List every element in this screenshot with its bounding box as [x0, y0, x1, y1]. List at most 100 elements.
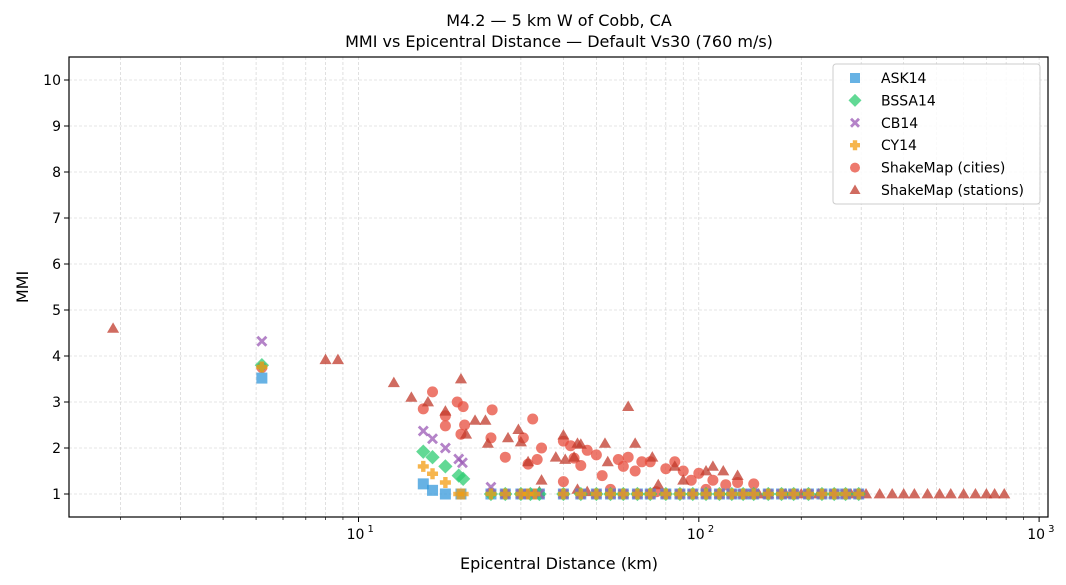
shakemap-stations-point — [998, 487, 1011, 499]
shakemap-cities-point — [531, 454, 543, 465]
cy14-point — [427, 468, 439, 480]
shakemap-stations-point — [387, 376, 400, 388]
x-tick-label: 10 — [1027, 527, 1045, 543]
shakemap-stations-point — [677, 474, 690, 485]
ask14-point — [256, 372, 268, 384]
cy14-point — [457, 488, 469, 500]
shakemap-stations-point — [549, 451, 562, 462]
cy14-point — [828, 488, 840, 500]
shakemap-cities-point — [565, 440, 577, 452]
shakemap-stations-point — [652, 478, 665, 490]
shakemap-stations-point — [481, 437, 494, 448]
shakemap-stations-point — [468, 414, 482, 425]
cy14-point — [748, 488, 760, 500]
shakemap-cities-point — [536, 442, 548, 454]
y-axis-label: MMI — [13, 271, 32, 303]
x-tick-exponent: 3 — [1048, 524, 1054, 535]
plot-marks — [107, 322, 1011, 502]
shakemap-stations-point — [957, 487, 970, 499]
x-tick-label: 10 — [687, 527, 705, 543]
shakemap-stations-point — [988, 487, 1001, 499]
shakemap-stations-point — [873, 487, 886, 499]
shakemap-stations-point — [568, 451, 581, 462]
x-tick-exponent: 1 — [368, 524, 374, 535]
cy14-point — [522, 488, 534, 500]
legend-label: CY14 — [881, 138, 917, 154]
cy14-point — [737, 488, 749, 500]
shakemap-stations-point — [459, 428, 473, 439]
cy14-point — [840, 488, 852, 500]
cy14-point — [485, 488, 497, 500]
plot-frame — [68, 56, 1049, 518]
legend-label: ASK14 — [881, 71, 927, 87]
cy14-point — [515, 488, 527, 500]
cy14-point — [853, 488, 865, 500]
shakemap-stations-point — [439, 405, 452, 416]
shakemap-stations-point — [601, 455, 614, 467]
shakemap-cities-point — [439, 420, 451, 432]
bssa14-point — [456, 471, 471, 486]
cy14-point — [590, 488, 602, 500]
shakemap-cities-point — [459, 419, 471, 431]
ask14-point — [417, 478, 429, 490]
cb14-point — [417, 425, 429, 437]
cy14-point — [256, 361, 268, 373]
chart-title: M4.2 — 5 km W of Cobb, CA — [446, 11, 672, 30]
cy14-point — [687, 488, 699, 500]
x-axis-label: Epicentral Distance (km) — [460, 554, 658, 573]
shakemap-stations-point — [706, 460, 719, 471]
shakemap-stations-point — [622, 400, 635, 411]
shakemap-stations-point — [512, 423, 525, 434]
y-tick-label: 5 — [52, 303, 61, 319]
shakemap-cities-point — [617, 460, 629, 472]
shakemap-stations-point — [629, 437, 642, 448]
shakemap-cities-point — [527, 413, 539, 425]
cy14-point — [439, 477, 451, 488]
y-tick-label: 2 — [52, 441, 61, 457]
cy14-point — [802, 488, 814, 500]
legend-marker-triangle — [849, 184, 861, 194]
cy14-point — [788, 488, 800, 500]
shakemap-stations-point — [969, 487, 982, 499]
shakemap-cities-point — [596, 470, 608, 482]
shakemap-cities-point — [707, 474, 719, 486]
cy14-point — [776, 488, 788, 500]
shakemap-cities-point — [660, 463, 672, 475]
y-tick-label: 7 — [52, 211, 61, 227]
shakemap-stations-point — [944, 487, 957, 499]
shakemap-stations-point — [897, 487, 910, 499]
shakemap-stations-point — [980, 487, 993, 499]
y-tick-label: 10 — [43, 73, 61, 89]
bssa14-point — [438, 459, 453, 474]
cb14-point — [256, 335, 268, 347]
chart-subtitle: MMI vs Epicentral Distance — Default Vs3… — [345, 32, 773, 51]
shakemap-cities-point — [748, 478, 760, 490]
shakemap-stations-point — [501, 431, 515, 443]
bssa14-point — [416, 444, 431, 459]
shakemap-stations-point — [107, 322, 120, 333]
legend-box — [832, 63, 1041, 205]
shakemap-stations-point — [908, 487, 921, 499]
cy14-point — [660, 488, 672, 500]
legend-marker-x — [850, 117, 860, 128]
shakemap-cities-point — [427, 386, 439, 398]
y-tick-label: 3 — [52, 395, 61, 411]
shakemap-cities-point — [575, 459, 587, 471]
cy14-point — [617, 488, 629, 500]
shakemap-stations-point — [522, 455, 535, 467]
x-tick-exponent: 2 — [708, 524, 714, 535]
y-tick-label: 8 — [52, 165, 61, 181]
shakemap-stations-point — [717, 464, 730, 476]
shakemap-stations-point — [405, 391, 418, 402]
legend-label: ShakeMap (cities) — [881, 161, 1005, 177]
shakemap-cities-point — [685, 474, 697, 486]
shakemap-cities-point — [636, 456, 648, 468]
shakemap-stations-point — [514, 435, 527, 447]
shakemap-cities-point — [499, 451, 511, 463]
shakemap-cities-point — [693, 467, 705, 479]
cy14-point — [674, 488, 686, 500]
legend-label: CB14 — [881, 116, 918, 132]
cb14-point — [427, 433, 439, 445]
shakemap-cities-point — [629, 465, 641, 477]
